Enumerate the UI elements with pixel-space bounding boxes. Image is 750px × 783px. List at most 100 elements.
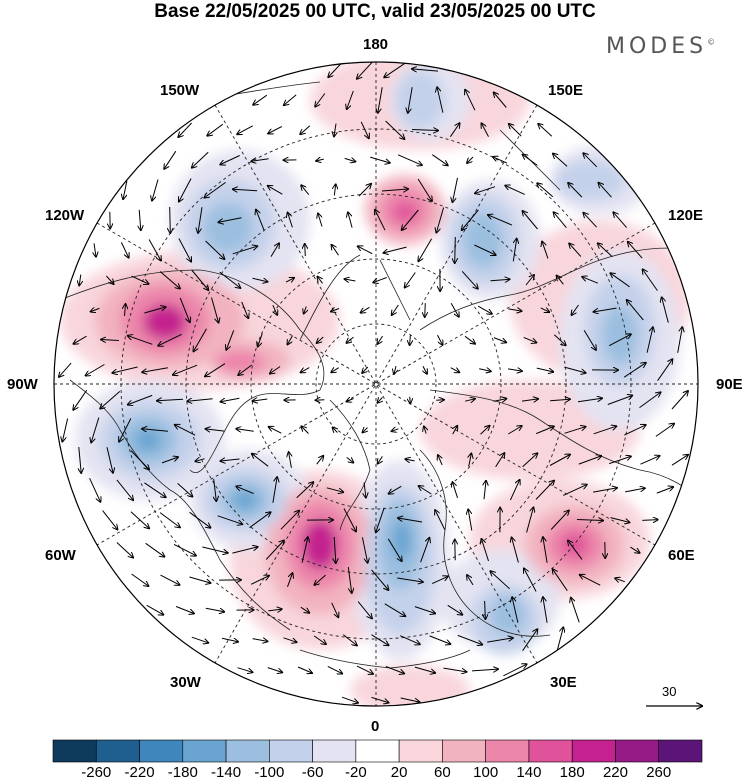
- wind-vector-arrow: [305, 244, 306, 257]
- wind-vector-arrow: [615, 578, 625, 581]
- wind-vector-arrow: [411, 130, 438, 131]
- wind-vector-arrow: [375, 210, 386, 231]
- wind-vector-arrow: [173, 364, 198, 375]
- wind-vector-arrow: [542, 242, 549, 259]
- wind-vector-arrow: [233, 189, 258, 191]
- wind-vector-arrow: [371, 569, 389, 590]
- wind-vector-arrow: [94, 243, 96, 256]
- wind-vector-arrow: [145, 542, 165, 556]
- colorbar-tick-label: 260: [646, 764, 672, 781]
- wind-vector-arrow: [571, 598, 580, 623]
- wind-vector-arrow: [485, 600, 486, 619]
- wind-vector-arrow: [677, 327, 683, 353]
- wind-vector-arrow: [79, 274, 81, 286]
- wind-vector-arrow: [522, 629, 538, 651]
- wind-vector-arrow: [345, 279, 356, 281]
- wind-vector-arrow: [106, 447, 113, 472]
- lon-label-30e: 30E: [550, 674, 577, 691]
- wind-vector-arrow: [522, 453, 538, 468]
- wind-vector-arrow: [521, 399, 538, 401]
- wind-vector-arrow: [301, 367, 310, 373]
- wind-vector-arrow: [474, 244, 495, 255]
- wind-vector-arrow: [251, 159, 269, 162]
- wind-vector-arrow: [318, 277, 323, 284]
- wind-vector-arrow: [418, 238, 433, 261]
- wind-vector-arrow: [236, 486, 254, 495]
- wind-vector-arrow: [389, 485, 402, 493]
- wind-vector-arrow: [219, 271, 241, 288]
- wind-vector-arrow: [378, 456, 383, 463]
- wind-vector-arrow: [142, 429, 168, 431]
- wind-vector-arrow: [191, 269, 209, 290]
- wind-vector-arrow: [623, 363, 646, 378]
- wind-vector-arrow: [490, 279, 510, 280]
- wind-vector-arrow: [373, 277, 387, 283]
- wind-vector-arrow: [564, 366, 585, 373]
- wind-vector-arrow: [607, 396, 632, 405]
- wind-vector-arrow: [300, 125, 311, 134]
- wind-vector-arrow: [582, 277, 598, 284]
- wind-vector-arrow: [288, 213, 293, 228]
- wind-vector-arrow: [204, 181, 226, 197]
- wind-vector-arrow: [397, 577, 423, 582]
- wind-vector-arrow: [333, 428, 338, 433]
- wind-vector-arrow: [495, 453, 505, 468]
- wind-vector-arrow: [385, 666, 404, 674]
- wind-vector-arrow: [443, 667, 467, 672]
- wind-vector-arrow: [543, 537, 548, 563]
- wind-vector-arrow: [219, 217, 242, 223]
- wind-vector-arrow: [572, 304, 579, 315]
- wind-vector-arrow: [343, 508, 356, 532]
- wind-vector-arrow: [387, 538, 401, 561]
- wind-vector-arrow: [523, 155, 538, 166]
- wind-vector-arrow: [549, 455, 570, 466]
- wind-vector-arrow: [221, 397, 240, 401]
- wind-vector-arrow: [318, 214, 323, 227]
- wind-vector-arrow: [613, 212, 627, 228]
- wind-vector-arrow: [594, 307, 617, 312]
- wind-vector-arrow: [91, 308, 100, 311]
- wind-vector-arrow: [347, 90, 354, 109]
- wind-vector-arrow: [357, 62, 374, 79]
- wind-vector-arrow: [73, 389, 88, 410]
- wind-vector-arrow: [232, 246, 257, 255]
- map-disc-content: [54, 62, 698, 706]
- colorbar-swatch: [442, 739, 486, 763]
- wind-vector-arrow: [268, 126, 283, 134]
- wind-vector-arrow: [371, 634, 389, 646]
- wind-vector-arrow: [173, 543, 196, 555]
- wind-vector-arrow: [270, 243, 279, 257]
- wind-vector-arrow: [326, 487, 343, 492]
- wind-vector-arrow: [627, 300, 644, 321]
- wind-vector-arrow: [449, 123, 459, 137]
- wind-vector-arrow: [462, 209, 479, 230]
- wind-vector-arrow: [420, 538, 430, 563]
- wind-vector-arrow: [414, 606, 435, 614]
- wind-vector-arrow: [170, 206, 171, 233]
- wind-vector-arrow: [119, 418, 132, 441]
- wind-vector-arrow: [334, 536, 336, 563]
- wind-vector-arrow: [283, 637, 297, 642]
- wind-vector-arrow: [252, 639, 268, 642]
- wind-vector-arrow: [249, 512, 271, 529]
- wind-vector-arrow: [116, 479, 133, 500]
- wind-vector-arrow: [195, 459, 205, 462]
- wind-vector-arrow: [376, 507, 385, 533]
- wind-vector-arrow: [455, 236, 456, 263]
- wind-vector-arrow: [289, 452, 292, 468]
- wind-vector-arrow: [301, 185, 310, 196]
- wind-vector-arrow: [550, 511, 569, 530]
- wind-vector-arrow: [624, 425, 645, 436]
- lon-label-150w: 150W: [160, 82, 200, 99]
- wind-vector-arrow: [144, 307, 165, 314]
- wind-vector-arrow: [662, 297, 669, 323]
- wind-vector-arrow: [130, 511, 149, 529]
- wind-vector-arrow: [482, 123, 489, 137]
- wind-vector-arrow: [269, 427, 282, 434]
- wind-vector-arrow: [91, 417, 100, 443]
- colorbar-swatch: [139, 739, 184, 763]
- reference-vector-label: 30: [662, 684, 677, 699]
- wind-vector-arrow: [130, 450, 149, 470]
- wind-vector-arrow: [101, 340, 119, 341]
- coastlines: [59, 81, 698, 669]
